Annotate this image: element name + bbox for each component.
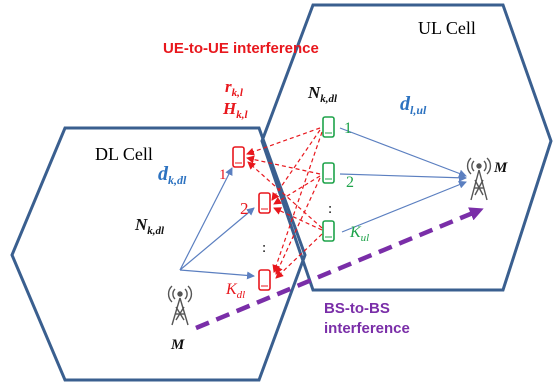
ul-arrow-ue2 [339,173,467,182]
interference-ulK-dl2 [273,207,323,231]
interference-ul1-dl2 [271,129,321,201]
ul-ue-dots: : [328,201,332,217]
ul-base-station-icon [466,157,492,201]
dl-ue-1-phone-icon [232,146,245,168]
dl-ue-2-label: 2 [240,199,249,218]
d-lul-symbol: dl,ul [400,93,427,117]
dl-ue-K-label: Kdl [225,281,245,301]
ul-ue-1-label: 1 [344,120,352,137]
ue-to-ue-interference-title: UE-to-UE interference [163,40,319,57]
d-kdl-symbol: dk,dl [158,163,187,187]
interference-ulK-dlK [275,233,323,279]
interference-ul2-dl2 [273,175,321,205]
dl-cell-hexagon [10,126,307,382]
ul-cell-title: UL Cell [418,18,476,38]
interference-ul1-dlK [272,131,323,273]
ul-ue-2-label: 2 [346,174,354,191]
ul-ue-K-label: Kul [349,224,369,244]
dl-base-station-antennas-label: M [170,337,185,353]
dl-arrow-ue2 [179,207,255,271]
ul-ue-1-phone-icon [322,116,335,138]
dl-ue-K-phone-icon [258,269,271,291]
ul-arrow-ue1 [339,127,467,178]
dl-ue-1-label: 1 [219,167,227,183]
interference-ulK-dl1 [247,161,323,229]
ul-base-station-antennas-label: M [493,160,508,176]
dl-arrow-ueK [179,269,255,280]
ul-cell-hexagon [260,3,553,292]
dl-base-station-icon [167,285,193,326]
N-kdl-dl-symbol: Nk,dl [134,215,165,237]
r-kl-symbol: rk,l [225,77,244,99]
interference-ul2-dlK [275,177,321,275]
bs-to-bs-interference-label-line1: BS-to-BS [324,300,390,317]
dl-cell-title: DL Cell [95,144,153,164]
dl-ue-dots: : [262,240,266,256]
dl-ue-2-phone-icon [258,192,271,214]
N-kdl-ul-symbol: Nk,dl [307,83,338,105]
bs-to-bs-interference-label-line2: interference [324,320,410,337]
bs-to-bs-interference-arrow [195,207,484,331]
ul-ue-K-phone-icon [322,220,335,242]
H-kl-symbol: Hk,l [222,99,248,121]
ul-arrow-ueK [341,180,467,233]
interference-ul1-dl1 [246,127,321,156]
ul-ue-2-phone-icon [322,162,335,184]
dl-arrow-ue1 [179,167,233,271]
ue-to-ue-interference-arrows [246,127,323,279]
interference-ul2-dl1 [246,155,321,175]
